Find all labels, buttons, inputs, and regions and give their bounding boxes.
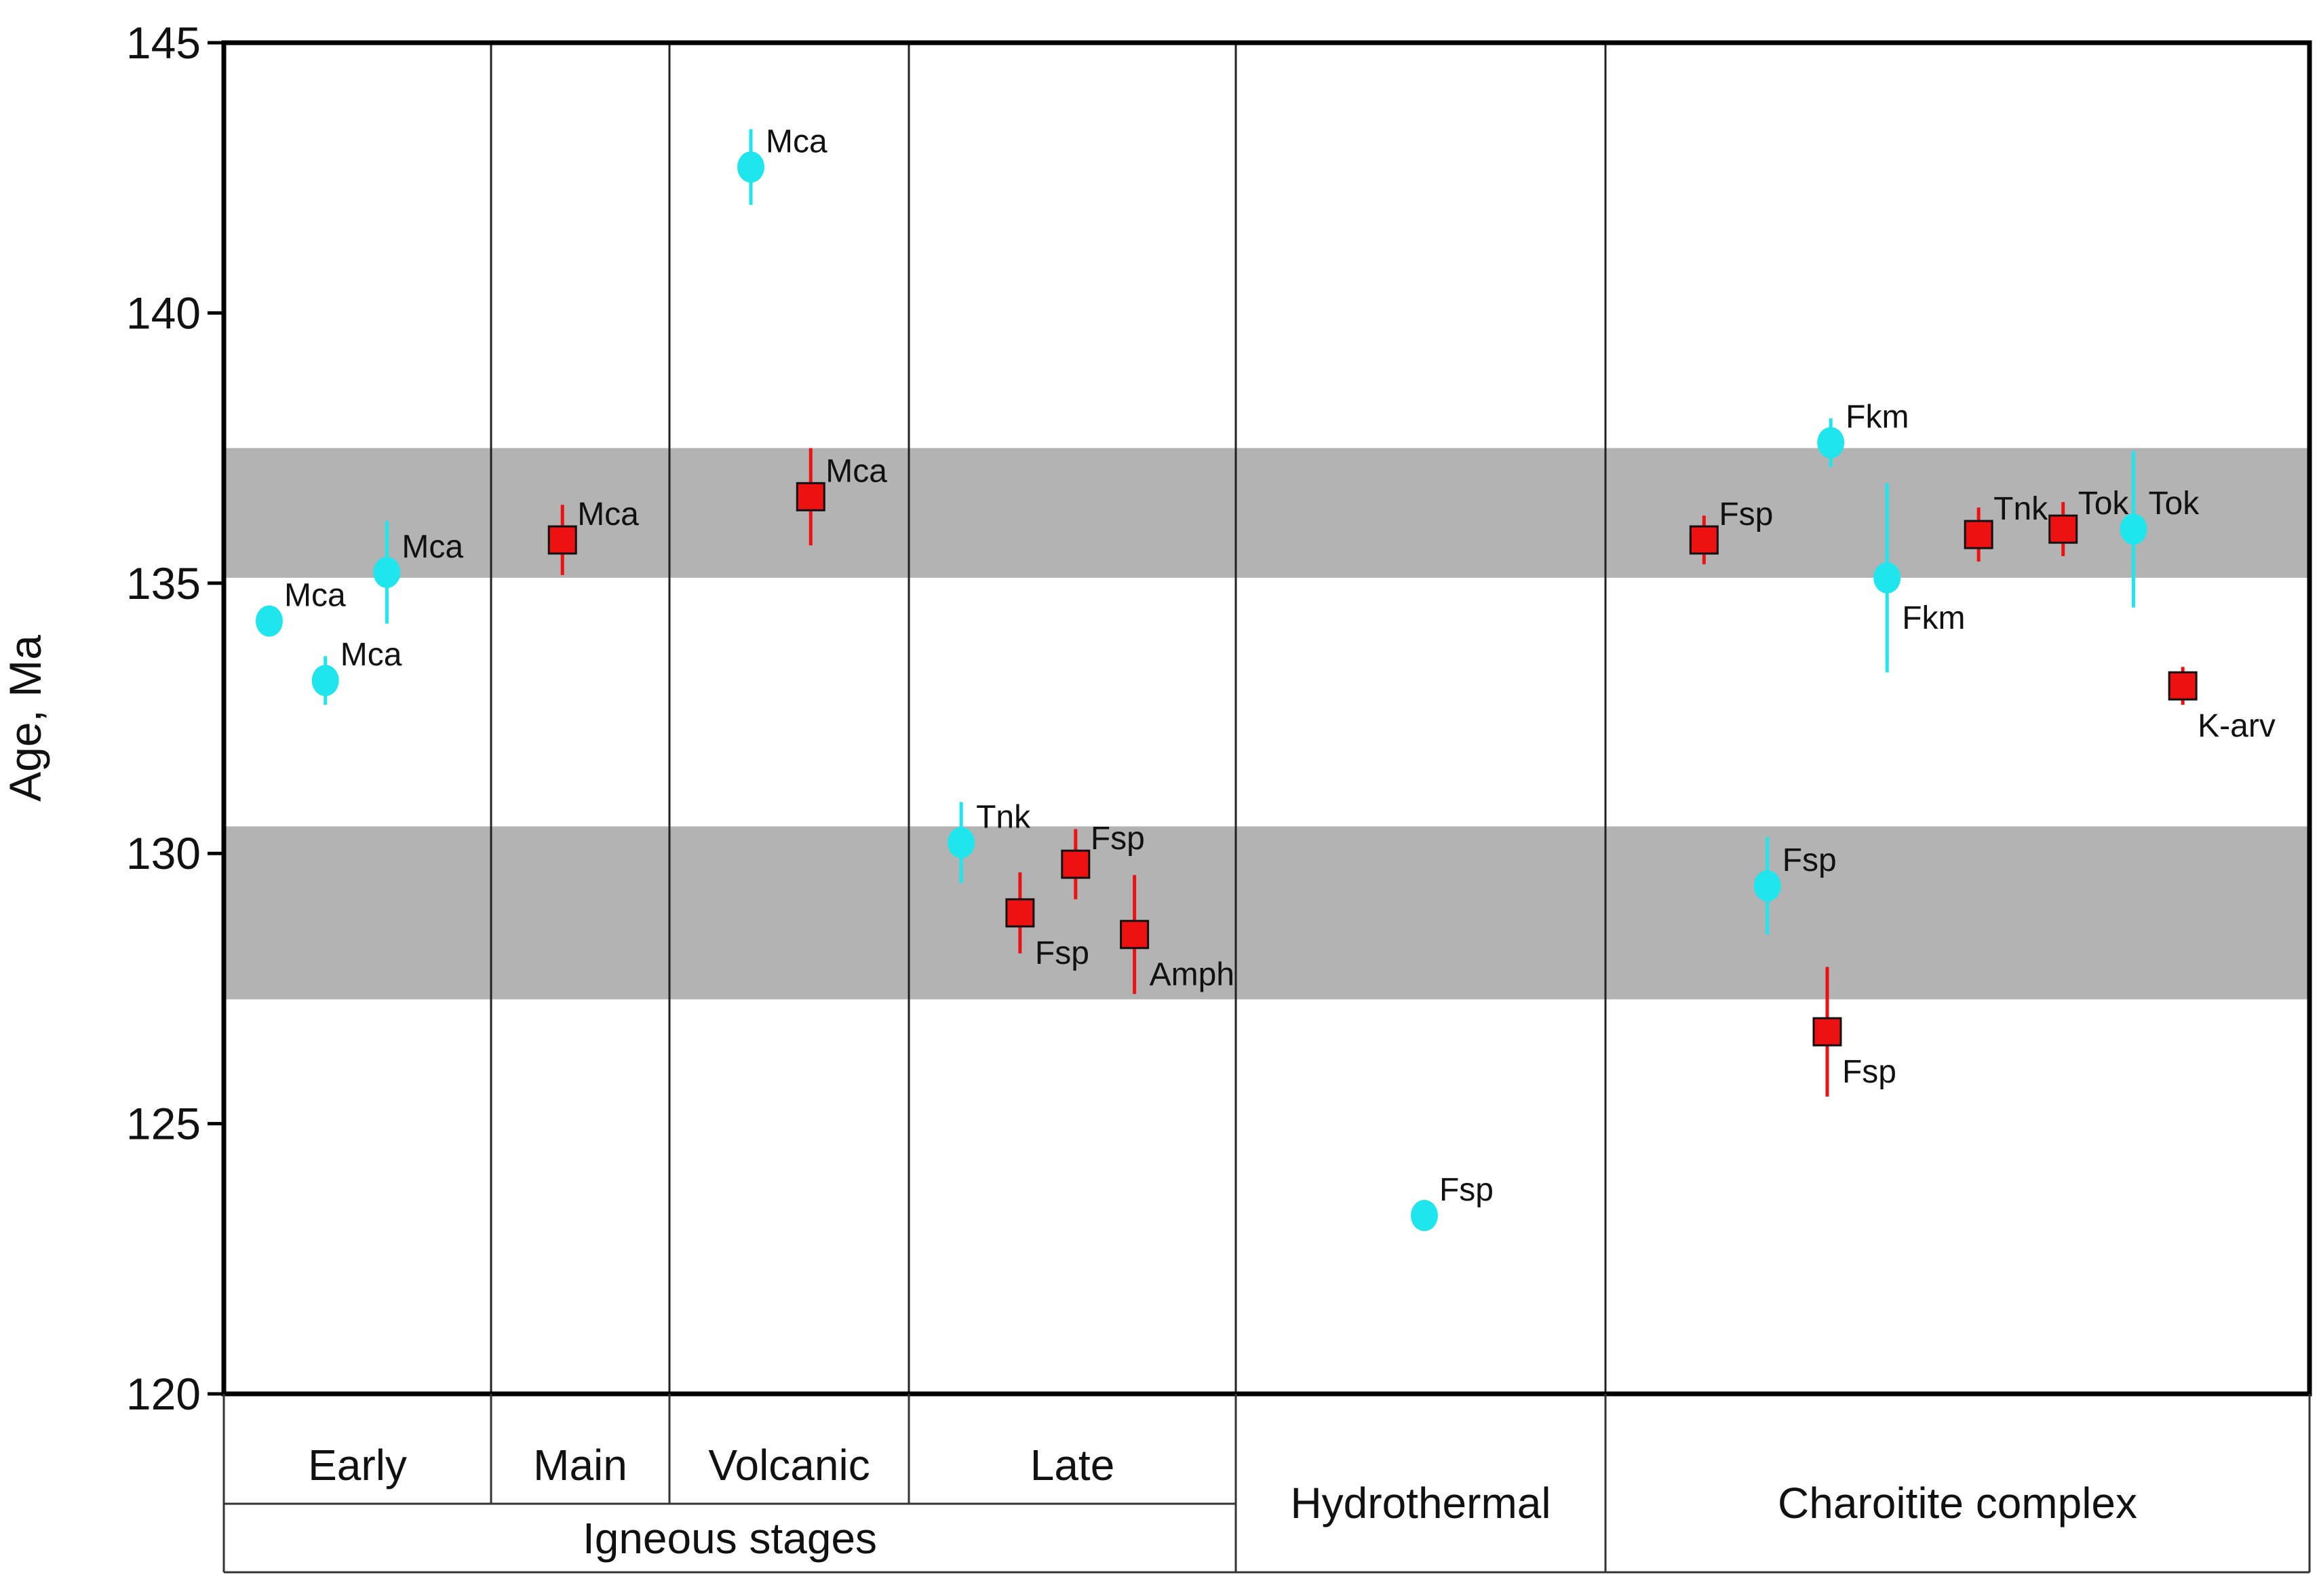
y-tick-label: 145 <box>126 18 201 68</box>
point-label: K-arv <box>2198 708 2276 744</box>
stage-label: Late <box>1030 1441 1115 1490</box>
point-label: Fsp <box>1091 821 1145 857</box>
square-point: Tnk <box>1964 491 2048 562</box>
circle-marker <box>1410 1200 1438 1232</box>
circle-marker <box>373 556 401 588</box>
point-label: Mca <box>402 529 463 565</box>
y-axis: 120 125 130 135 140 145 <box>126 18 224 1419</box>
point-label: Fsp <box>1439 1172 1494 1208</box>
square-point: Mca <box>796 448 887 546</box>
circle-marker <box>1817 427 1845 459</box>
circle-point: Mca <box>373 521 463 624</box>
point-label: Tok <box>2149 486 2200 522</box>
data-points: Mca Mca Mca Mca Tnk Fsp Fsp Fkm Fkm Tok Mca Mca Fsp F… <box>255 123 2276 1232</box>
stage-label: Charoitite complex <box>1778 1479 2137 1527</box>
y-tick-label: 120 <box>126 1369 201 1419</box>
age-bands <box>224 448 2310 1000</box>
point-label: Mca <box>284 578 346 614</box>
point-label: Mca <box>825 453 887 489</box>
square-marker <box>1689 525 1719 555</box>
square-marker <box>1120 920 1150 950</box>
circle-marker <box>2120 513 2147 545</box>
y-axis-label: Age, Ma <box>0 635 50 802</box>
point-label: Fkm <box>1846 400 1909 435</box>
plot-frame <box>221 40 2312 1397</box>
stage-table: Early Main Volcanic Late Hydrothermal Charoit… <box>222 1394 2311 1574</box>
stage-label: Volcanic <box>708 1441 870 1490</box>
stage-label: Main <box>533 1441 627 1490</box>
point-label: Amph <box>1150 957 1234 993</box>
square-marker <box>1005 898 1035 928</box>
circle-point: Mca <box>255 578 346 637</box>
circle-point: Fsp <box>1753 837 1837 935</box>
square-point: K-arv <box>2168 667 2276 744</box>
square-point: Fsp <box>1812 967 1896 1097</box>
point-label: Fsp <box>1035 935 1089 971</box>
point-label: Fsp <box>1782 842 1837 878</box>
circle-point: Tnk <box>948 799 1031 884</box>
y-tick-label: 130 <box>126 828 201 878</box>
point-label: Tok <box>2078 486 2130 522</box>
point-label: Tnk <box>976 799 1031 835</box>
square-point: Fsp <box>1061 821 1145 899</box>
square-marker <box>2048 514 2078 544</box>
circle-point: Fkm <box>1817 400 1909 467</box>
stage-label: Early <box>308 1441 407 1490</box>
point-label: Tnk <box>1993 491 2048 527</box>
circle-point: Fsp <box>1410 1172 1494 1232</box>
point-label: Fsp <box>1719 497 1773 532</box>
circle-marker <box>311 665 339 697</box>
square-marker <box>547 525 577 555</box>
circle-point: Mca <box>737 123 827 206</box>
square-point: Amph <box>1120 875 1234 994</box>
circle-point: Tok <box>2120 450 2200 608</box>
circle-point: Fkm <box>1873 483 1966 673</box>
square-point: Fsp <box>1689 497 1773 564</box>
point-label: Fsp <box>1842 1054 1896 1090</box>
y-tick-label: 140 <box>126 288 201 338</box>
circle-marker <box>1753 870 1781 902</box>
y-tick-label: 125 <box>126 1099 201 1149</box>
age-band-1 <box>224 826 2310 1000</box>
square-marker <box>1061 849 1091 879</box>
square-marker <box>1812 1017 1842 1047</box>
group-label: Igneous stages <box>583 1514 877 1563</box>
square-point: Mca <box>547 497 639 575</box>
circle-marker <box>737 151 765 183</box>
square-marker <box>1964 520 1993 549</box>
square-point: Fsp <box>1005 872 1089 971</box>
point-label: Fkm <box>1902 600 1965 636</box>
square-point: Tok <box>2048 486 2130 556</box>
circle-marker <box>948 827 975 859</box>
circle-point: Mca <box>311 637 402 705</box>
circle-marker <box>255 605 283 637</box>
stage-divider-lines <box>490 43 1607 1394</box>
point-label: Mca <box>577 497 639 532</box>
point-label: Mca <box>766 123 827 159</box>
square-marker <box>796 482 825 511</box>
age-band-0 <box>224 448 2310 578</box>
y-tick-label: 135 <box>126 558 201 608</box>
point-label: Mca <box>340 637 402 673</box>
stage-label: Hydrothermal <box>1290 1479 1551 1527</box>
square-marker <box>2168 671 2198 701</box>
circle-marker <box>1873 562 1901 593</box>
